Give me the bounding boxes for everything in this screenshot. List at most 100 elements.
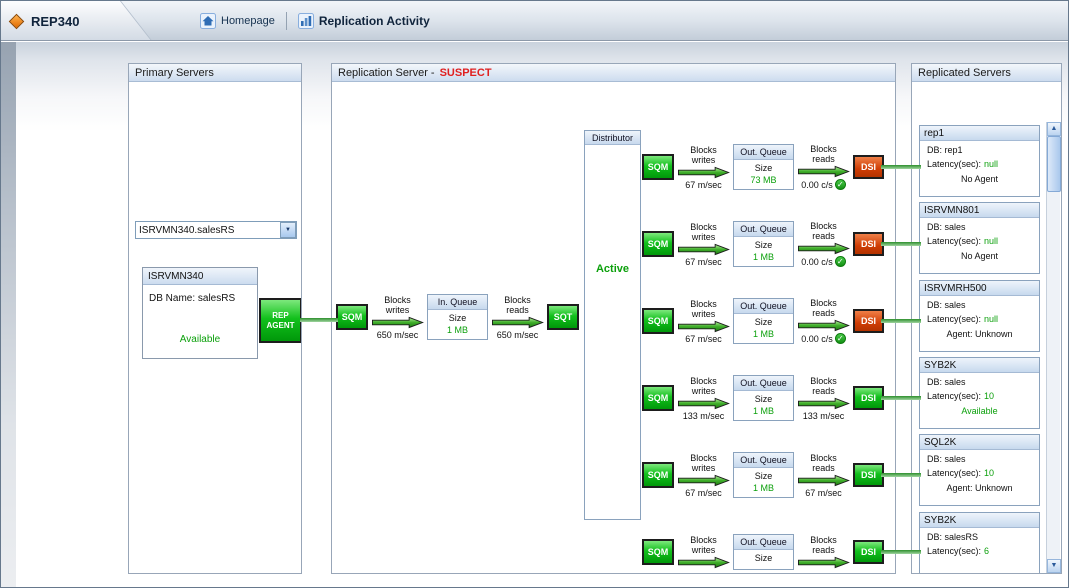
reads-label: Blocks reads xyxy=(810,534,837,555)
queue-size-label: Size xyxy=(448,313,467,323)
server-db: DB: sales xyxy=(927,222,966,232)
writes-arrow-group: Blocks writes 67 m/sec xyxy=(674,145,733,190)
replicated-server-card[interactable]: SYB2K DB: salesRS Latency(sec): 6 xyxy=(919,512,1040,573)
chevron-down-icon: ▼ xyxy=(285,227,291,233)
reads-label: Blocks reads xyxy=(810,452,837,473)
queue-title: Out. Queue xyxy=(734,299,793,314)
writes-rate: 650 m/sec xyxy=(376,329,419,340)
connector-line xyxy=(881,473,921,477)
writes-rate: 67 m/sec xyxy=(685,256,722,267)
primary-panel-title: Primary Servers xyxy=(135,66,214,79)
server-latency: Latency(sec): 10 xyxy=(927,391,995,401)
flow-arrow-icon xyxy=(797,165,850,178)
scroll-up-icon[interactable]: ▲ xyxy=(1047,122,1061,136)
distributor-node[interactable]: Distributor Active xyxy=(584,130,641,520)
replication-activity-label: Replication Activity xyxy=(318,14,430,28)
server-status xyxy=(920,556,1039,561)
sqm-node[interactable]: SQM xyxy=(642,231,674,257)
flow-arrow-icon xyxy=(797,556,850,568)
inbound-writes-arrow-group: Blocks writes 650 m/sec xyxy=(368,295,427,340)
connector-line xyxy=(881,242,921,246)
queue-title: Out. Queue xyxy=(734,222,793,237)
replicated-server-card[interactable]: SQL2K DB: sales Latency(sec): 10 Agent: U… xyxy=(919,434,1040,506)
reads-rate: 650 m/sec xyxy=(496,329,539,340)
dropdown-button[interactable]: ▼ xyxy=(280,222,296,238)
sqm-node[interactable]: SQM xyxy=(642,539,674,565)
outbound-queue[interactable]: Out. Queue Size 1 MB xyxy=(733,452,794,498)
sqm-node[interactable]: SQM xyxy=(642,462,674,488)
replicated-server-card[interactable]: rep1 DB: rep1 Latency(sec): null No Agent xyxy=(919,125,1040,197)
outbound-thread-row: SQM Blocks writes 67 m/sec Out. Queue Si… xyxy=(642,444,884,506)
server-name: ISRVMN801 xyxy=(920,203,1039,218)
queue-title: In. Queue xyxy=(428,295,487,310)
flow-arrow-icon xyxy=(797,474,850,486)
app-logo-icon xyxy=(8,13,25,29)
queue-size-value: 1 MB xyxy=(446,325,468,335)
dsi-node[interactable]: DSI xyxy=(853,540,884,564)
server-db: DB: rep1 xyxy=(927,145,963,155)
dsi-node[interactable]: DSI xyxy=(853,309,884,333)
homepage-button[interactable]: Homepage xyxy=(196,11,279,31)
reads-arrow-group: Blocks reads ✓ xyxy=(794,535,853,570)
sqt-node[interactable]: SQT xyxy=(547,304,579,330)
flow-arrow-icon xyxy=(491,316,544,328)
outbound-queue[interactable]: Out. Queue Size 73 MB xyxy=(733,144,794,190)
queue-size-label: Size xyxy=(754,163,773,173)
replicated-server-card[interactable]: SYB2K DB: sales Latency(sec): 10 Availabl… xyxy=(919,357,1040,429)
replication-activity-tab[interactable]: Replication Activity xyxy=(294,11,434,31)
outbound-queue[interactable]: Out. Queue Size 1 MB xyxy=(733,375,794,421)
reads-rate: 0.00 c/s ✓ xyxy=(801,256,846,267)
writes-label: Blocks writes xyxy=(690,375,717,396)
queue-size-label: Size xyxy=(754,553,773,563)
sqm-node[interactable]: SQM xyxy=(642,154,674,180)
queue-size-value: 1 MB xyxy=(752,329,774,339)
sqm-node[interactable]: SQM xyxy=(642,308,674,334)
sqm-node[interactable]: SQM xyxy=(642,385,674,411)
outbound-queue[interactable]: Out. Queue Size 1 MB xyxy=(733,298,794,344)
queue-title: Out. Queue xyxy=(734,376,793,391)
scroll-down-icon[interactable]: ▼ xyxy=(1047,559,1061,573)
dsi-node[interactable]: DSI xyxy=(853,232,884,256)
app-title-group: REP340 xyxy=(8,1,79,40)
inbound-flow: SQM Blocks writes 650 m/sec In. Queue Si… xyxy=(336,286,579,348)
server-latency: Latency(sec): 6 xyxy=(927,546,990,556)
writes-label: Blocks writes xyxy=(690,534,717,555)
server-name: SYB2K xyxy=(920,358,1039,373)
queue-size-label: Size xyxy=(754,317,773,327)
reads-label: Blocks reads xyxy=(810,375,837,396)
outbound-thread-row: SQM Blocks writes 67 m/sec Out. Queue Si… xyxy=(642,136,884,198)
queue-size-value: 73 MB xyxy=(750,175,777,185)
outbound-queue[interactable]: Out. Queue Size 1 MB xyxy=(733,221,794,267)
sqm-inbound-node[interactable]: SQM xyxy=(336,304,368,330)
outbound-thread-row: SQM Blocks writes 133 m/sec Out. Queue S… xyxy=(642,367,884,429)
dsi-node[interactable]: DSI xyxy=(853,463,884,487)
top-nav: Homepage Replication Activity xyxy=(196,1,434,40)
queue-size-label: Size xyxy=(754,471,773,481)
primary-server-dropdown[interactable]: ISRVMN340.salesRS ▼ xyxy=(135,221,297,239)
writes-arrow-group: Blocks writes xyxy=(674,535,733,570)
dsi-node[interactable]: DSI xyxy=(853,155,884,179)
dsi-node[interactable]: DSI xyxy=(853,386,884,410)
primary-server-card[interactable]: ISRVMN340 DB Name: salesRS Available xyxy=(142,267,258,359)
replication-server-panel: Replication Server - SUSPECT SQM Blocks … xyxy=(331,63,896,574)
reads-label: Blocks reads xyxy=(810,221,837,241)
inbound-queue[interactable]: In. Queue Size 1 MB xyxy=(427,294,488,340)
replicated-server-card[interactable]: ISRVMRH500 DB: sales Latency(sec): null A… xyxy=(919,280,1040,352)
server-status: Available xyxy=(961,406,998,416)
inbound-reads-arrow-group: Blocks reads 650 m/sec xyxy=(488,295,547,340)
server-name: rep1 xyxy=(920,126,1039,141)
flow-arrow-icon xyxy=(797,397,850,409)
scrollbar-thumb[interactable] xyxy=(1047,136,1061,192)
rep-agent-node[interactable]: REP AGENT xyxy=(259,298,301,343)
replicated-server-card[interactable]: ISRVMN801 DB: sales Latency(sec): null No… xyxy=(919,202,1040,274)
outbound-queue[interactable]: Out. Queue Size xyxy=(733,534,794,570)
writes-label: Blocks writes xyxy=(690,144,717,165)
reads-label: Blocks reads xyxy=(810,144,837,164)
server-db: DB: sales xyxy=(927,454,966,464)
primary-server-status: Available xyxy=(179,334,221,345)
scrollbar[interactable]: ▲ ▼ xyxy=(1046,122,1061,573)
writes-label: Blocks writes xyxy=(690,221,717,242)
check-icon: ✓ xyxy=(834,256,846,267)
server-status: No Agent xyxy=(960,251,999,261)
